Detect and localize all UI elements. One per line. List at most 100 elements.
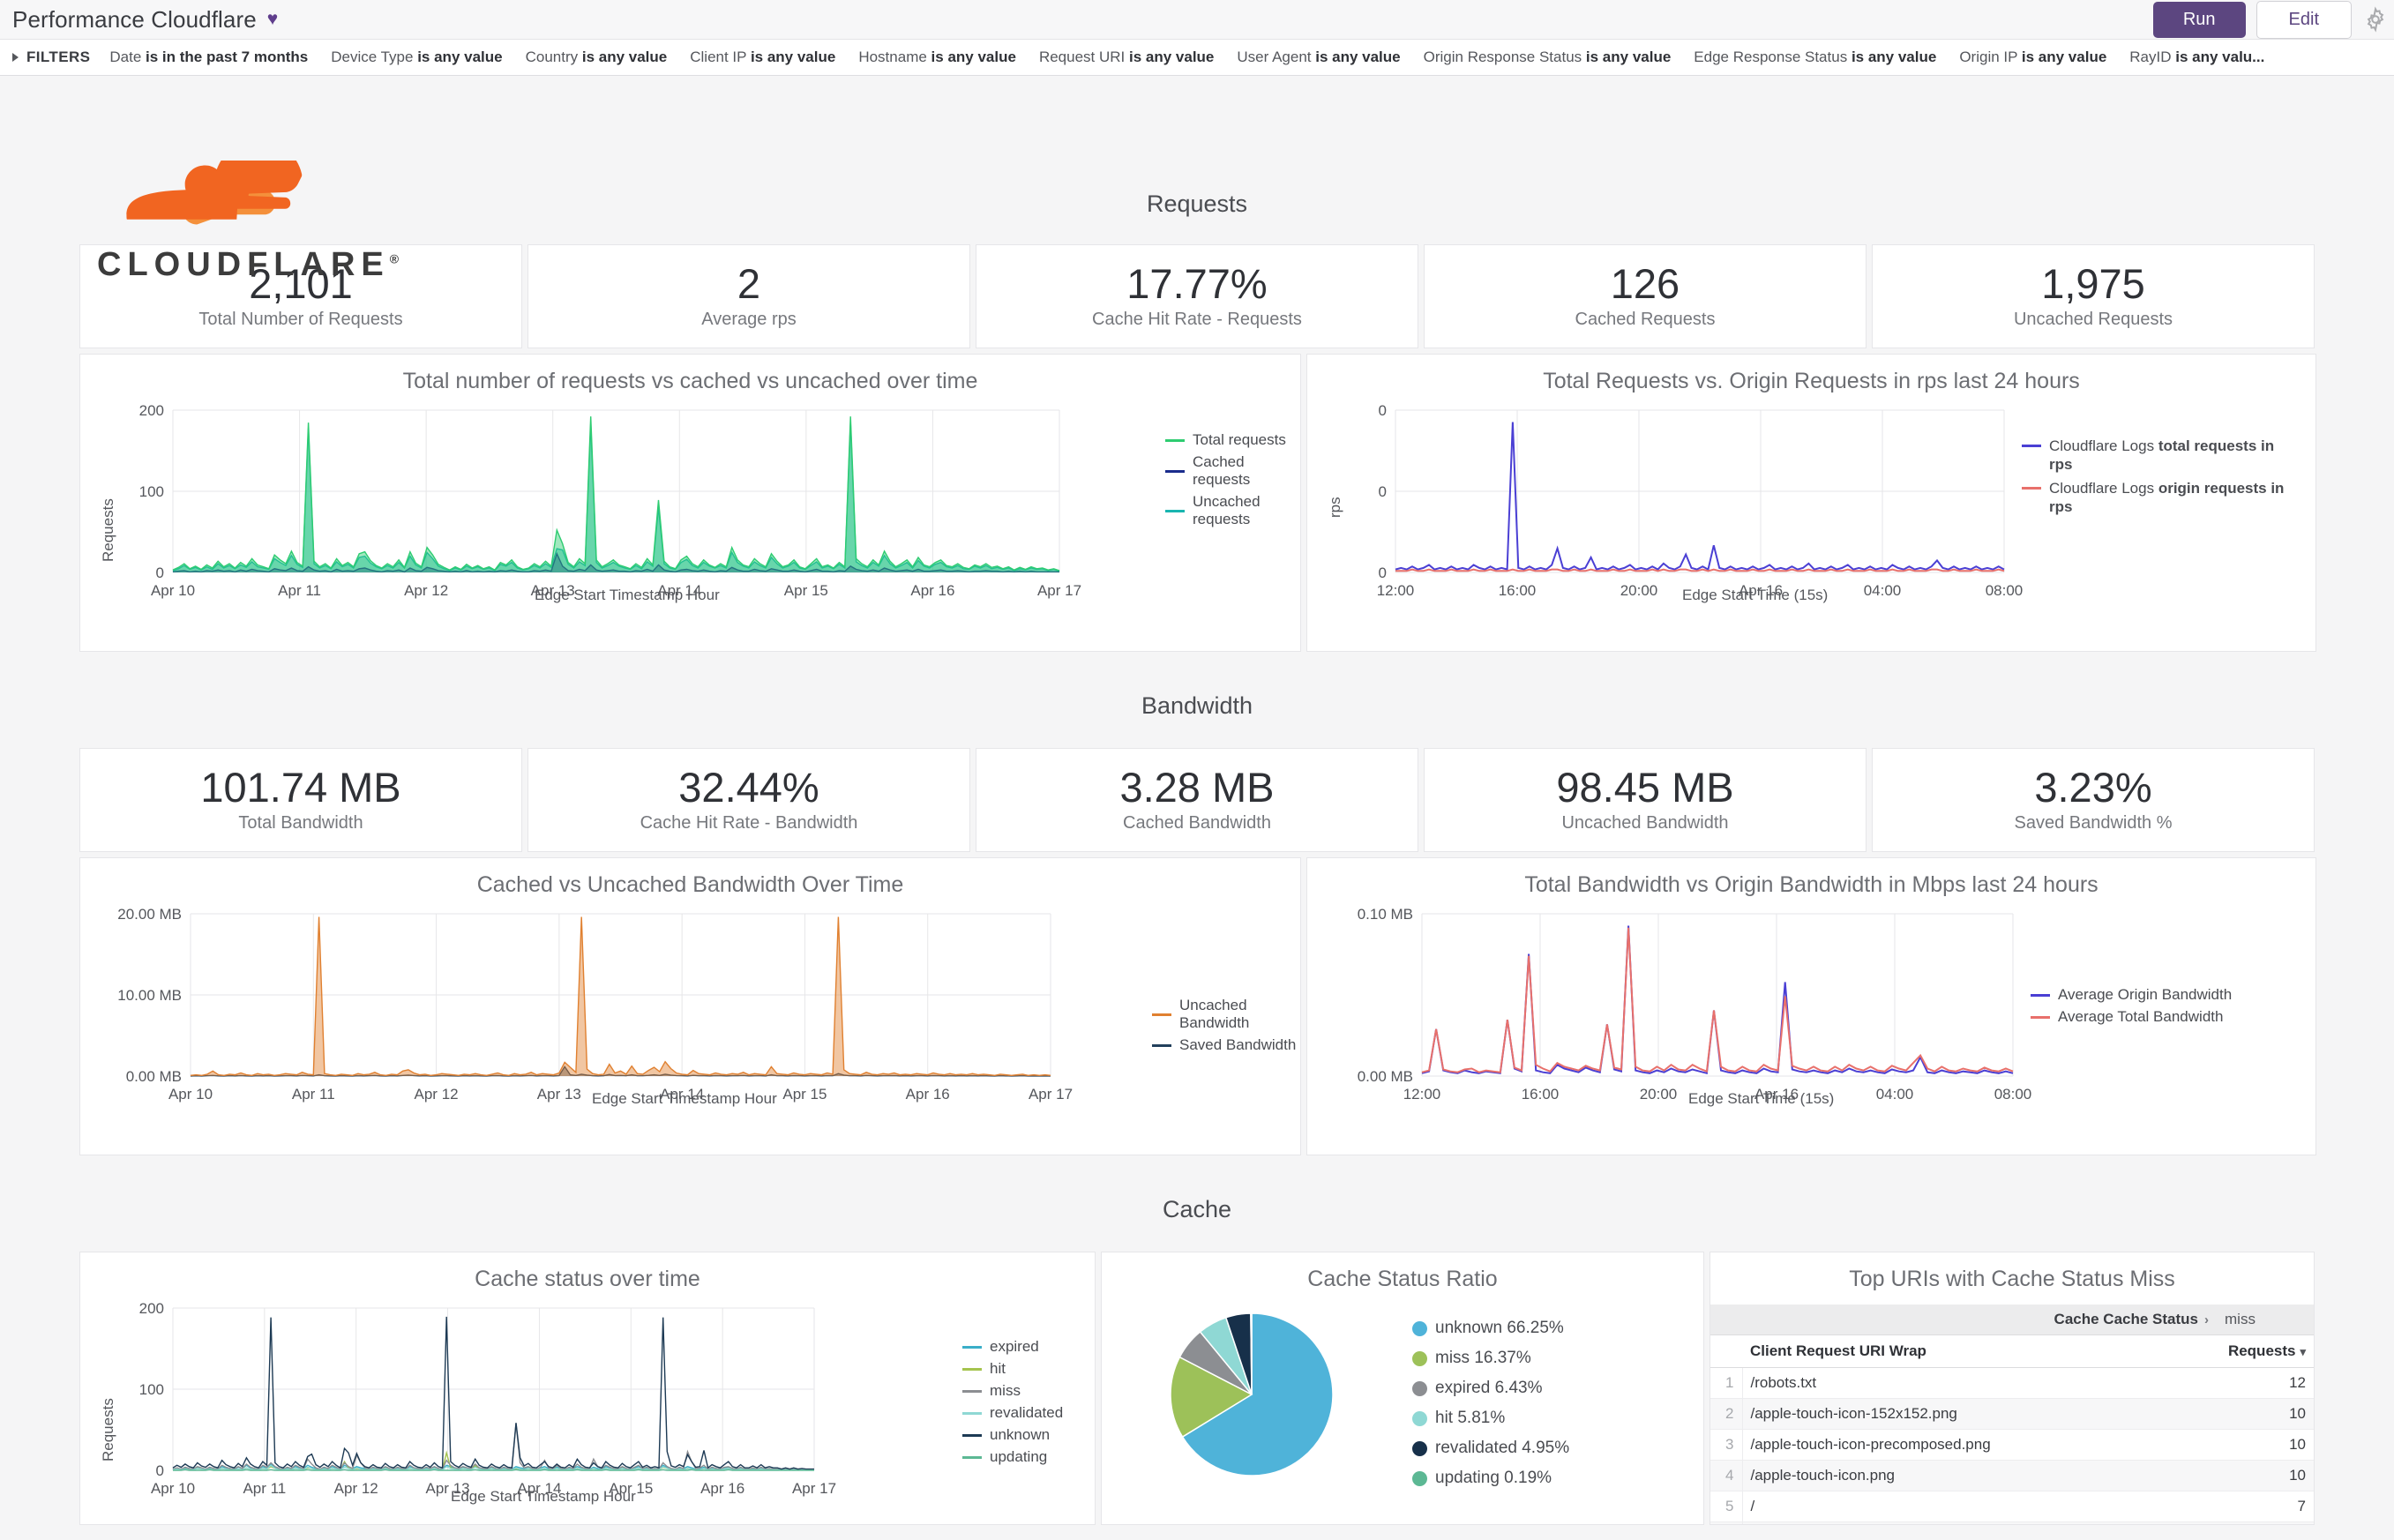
svg-text:Apr 15: Apr 15 <box>609 1480 653 1497</box>
legend-swatch <box>962 1389 982 1393</box>
cloudflare-cloud-icon <box>126 139 303 225</box>
legend-item-expired[interactable]: expired 6.43% <box>1412 1379 1569 1398</box>
filter-date[interactable]: Date is in the past 7 months <box>109 49 308 66</box>
kpi-uncached-bandwidth[interactable]: 98.45 MB Uncached Bandwidth <box>1424 748 1867 852</box>
legend-item-total-requests[interactable]: Total requests <box>1165 431 1300 449</box>
chart-legend[interactable]: expired hit miss revalidated unknown upd… <box>962 1338 1063 1466</box>
column-header-requests[interactable]: Requests ▾ <box>2217 1334 2314 1368</box>
table-row[interactable]: 5 / 7 <box>1710 1491 2314 1522</box>
filter-value: is any value <box>581 49 668 65</box>
section-title-cache: Cache <box>1162 1196 1232 1222</box>
table-row[interactable]: 2 /apple-touch-icon-152x152.png 10 <box>1710 1398 2314 1430</box>
table-header-row: Client Request URI Wrap Requests ▾ <box>1710 1334 2314 1368</box>
legend-item-uncached-bandwidth[interactable]: Uncached Bandwidth <box>1152 997 1300 1032</box>
filter-value: is any value <box>1129 49 1215 65</box>
svg-text:16:00: 16:00 <box>1499 582 1537 599</box>
table-row[interactable]: 3 /apple-touch-icon-precomposed.png 10 <box>1710 1429 2314 1461</box>
svg-text:0: 0 <box>156 1462 164 1479</box>
kpi-saved-bandwidth-pct[interactable]: 3.23% Saved Bandwidth % <box>1872 748 2315 852</box>
cache-section: Cache Cache status over time 0 100 200 Apr … <box>0 1155 2394 1525</box>
kpi-label: Cache Hit Rate - Requests <box>1092 310 1302 329</box>
filters-toggle[interactable]: FILTERS <box>12 49 90 66</box>
legend-item-revalidated[interactable]: revalidated 4.95% <box>1412 1439 1569 1458</box>
legend-item-cached-requests[interactable]: Cached requests <box>1165 453 1300 489</box>
filter-user-agent[interactable]: User Agent is any value <box>1237 49 1400 66</box>
y-axis-title: rps <box>1327 497 1343 518</box>
legend-label: hit <box>990 1360 1006 1377</box>
kpi-cache-hit-rate-requests[interactable]: 17.77% Cache Hit Rate - Requests <box>976 244 1418 348</box>
edit-button[interactable]: Edit <box>2256 0 2352 39</box>
filter-field: Device Type <box>331 49 414 65</box>
legend-item-average-total-bandwidth[interactable]: Average Total Bandwidth <box>2031 1008 2232 1026</box>
legend-item-expired[interactable]: expired <box>962 1338 1063 1356</box>
filter-client-ip[interactable]: Client IP is any value <box>690 49 835 66</box>
filter-country[interactable]: Country is any value <box>526 49 668 66</box>
legend-item-unknown[interactable]: unknown 66.25% <box>1412 1319 1569 1338</box>
filter-rayid[interactable]: RayID is any valu... <box>2129 49 2264 66</box>
chart-requests-over-time[interactable]: 0 100 200 Apr 10 Apr 11 Apr 12 Apr 13 Apr 14 Apr… <box>80 394 1300 615</box>
chart-legend[interactable]: Total requests Cached requests Uncached … <box>1165 431 1300 528</box>
svg-text:100: 100 <box>139 1381 164 1398</box>
filter-field: Client IP <box>690 49 747 65</box>
table-row[interactable]: 6 /index.php/contact/ 7 <box>1710 1521 2314 1524</box>
legend-item-updating[interactable]: updating 0.19% <box>1412 1469 1569 1488</box>
legend-item-hit[interactable]: hit <box>962 1360 1063 1378</box>
legend-item-average-origin-bandwidth[interactable]: Average Origin Bandwidth <box>2031 986 2232 1004</box>
legend-item-updating[interactable]: updating <box>962 1448 1063 1466</box>
legend-item-saved-bandwidth[interactable]: Saved Bandwidth <box>1152 1036 1300 1054</box>
row-index: 5 <box>1710 1491 1743 1522</box>
pie-legend[interactable]: unknown 66.25% miss 16.37% expired 6.43%… <box>1412 1319 1569 1488</box>
legend-item-uncached-requests[interactable]: Uncached requests <box>1165 493 1300 528</box>
kpi-total-requests[interactable]: 2,101 Total Number of Requests <box>79 244 522 348</box>
row-index: 4 <box>1710 1460 1743 1491</box>
chart-cached-vs-uncached-bandwidth[interactable]: 0.00 MB 10.00 MB 20.00 MB Apr 10 Apr 11 Apr 1… <box>80 898 1300 1118</box>
kpi-cached-requests[interactable]: 126 Cached Requests <box>1424 244 1867 348</box>
group-header-label: Cache Cache Status <box>2054 1311 2198 1327</box>
chart-cache-status-ratio[interactable]: unknown 66.25% miss 16.37% expired 6.43%… <box>1102 1292 1703 1514</box>
run-button[interactable]: Run <box>2152 1 2246 38</box>
chart-legend[interactable]: Uncached Bandwidth Saved Bandwidth <box>1152 997 1300 1054</box>
legend-item-cloudflare-origin-requests[interactable]: Cloudflare Logs origin requests in rps <box>2022 479 2286 517</box>
legend-item-unknown[interactable]: unknown <box>962 1426 1063 1444</box>
chart-legend[interactable]: Average Origin Bandwidth Average Total B… <box>2031 986 2232 1026</box>
kpi-average-rps[interactable]: 2 Average rps <box>527 244 970 348</box>
legend-item-miss[interactable]: miss 16.37% <box>1412 1349 1569 1368</box>
filter-request-uri[interactable]: Request URI is any value <box>1039 49 1214 66</box>
filter-hostname[interactable]: Hostname is any value <box>858 49 1016 66</box>
favorite-heart-icon[interactable]: ♥ <box>266 9 279 29</box>
column-header-uri[interactable]: Client Request URI Wrap <box>1742 1334 2217 1368</box>
chart-total-vs-origin-requests[interactable]: 0 0 0 12:00 16:00 20:00 Apr 16 04:00 08:00 rps E… <box>1307 394 2315 615</box>
svg-text:Apr 13: Apr 13 <box>531 582 575 599</box>
legend-item-revalidated[interactable]: revalidated <box>962 1404 1063 1422</box>
bandwidth-section: Bandwidth 101.74 MB Total Bandwidth 32.4… <box>0 652 2394 1155</box>
top-uris-table[interactable]: Cache Cache Status › miss Client Request … <box>1710 1305 2314 1524</box>
svg-text:Apr 12: Apr 12 <box>404 582 448 599</box>
filter-origin-ip[interactable]: Origin IP is any value <box>1959 49 2106 66</box>
legend-item-cloudflare-total-requests[interactable]: Cloudflare Logs total requests in rps <box>2022 437 2286 475</box>
requests-section: Requests 2,101 Total Number of Requests … <box>0 76 2394 652</box>
kpi-uncached-requests[interactable]: 1,975 Uncached Requests <box>1872 244 2315 348</box>
filter-field: Origin IP <box>1959 49 2018 65</box>
legend-item-miss[interactable]: miss <box>962 1382 1063 1400</box>
kpi-total-bandwidth[interactable]: 101.74 MB Total Bandwidth <box>79 748 522 852</box>
filter-field: Edge Response Status <box>1694 49 1848 65</box>
cell-uri: /apple-touch-icon-152x152.png <box>1742 1398 2217 1430</box>
filter-field: Country <box>525 49 579 65</box>
legend-item-hit[interactable]: hit 5.81% <box>1412 1409 1569 1428</box>
table-row[interactable]: 1 /robots.txt 12 <box>1710 1367 2314 1399</box>
chart-total-vs-origin-bandwidth[interactable]: 0.00 MB 0.10 MB 12:00 16:00 20:00 Apr 16 04:00… <box>1307 898 2315 1118</box>
filter-field: Origin Response Status <box>1423 49 1582 65</box>
gear-icon[interactable] <box>2362 6 2389 33</box>
filter-edge-response-status[interactable]: Edge Response Status is any value <box>1694 49 1936 66</box>
chart-legend[interactable]: Cloudflare Logs total requests in rps Cl… <box>2022 437 2286 516</box>
legend-swatch <box>1165 438 1185 442</box>
chart-cache-status-over-time[interactable]: 0 100 200 Apr 10 Apr 11 Apr 12 Apr 13 Apr 14 Apr… <box>80 1292 1095 1514</box>
group-header-cache-status[interactable]: Cache Cache Status › <box>1710 1305 2217 1335</box>
filter-origin-response-status[interactable]: Origin Response Status is any value <box>1424 49 1672 66</box>
filter-device-type[interactable]: Device Type is any value <box>331 49 502 66</box>
legend-label: updating <box>990 1448 1048 1465</box>
table-row[interactable]: 4 /apple-touch-icon.png 10 <box>1710 1460 2314 1491</box>
kpi-cached-bandwidth[interactable]: 3.28 MB Cached Bandwidth <box>976 748 1418 852</box>
kpi-cache-hit-rate-bandwidth[interactable]: 32.44% Cache Hit Rate - Bandwidth <box>527 748 970 852</box>
svg-text:20:00: 20:00 <box>1620 582 1658 599</box>
